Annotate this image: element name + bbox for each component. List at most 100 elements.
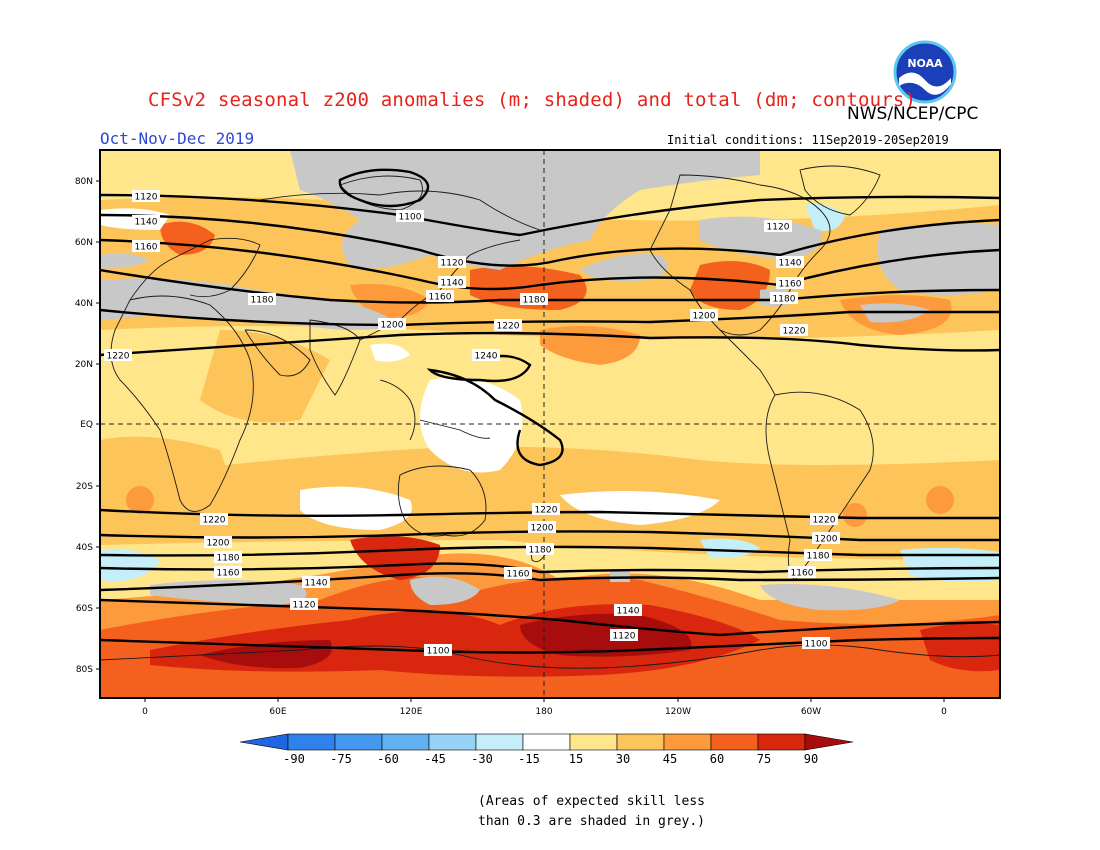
contour-label-text: 1120 <box>767 223 790 233</box>
agency-label: NWS/NCEP/CPC <box>847 104 979 124</box>
contour-label-text: 1220 <box>203 516 226 526</box>
contour-label-1240: 1240 <box>472 349 500 362</box>
contour-label-text: 1100 <box>427 647 450 657</box>
lon-label-60e: 60E <box>269 707 286 717</box>
contour-label-1220: 1220 <box>200 513 228 526</box>
contour-label-text: 1240 <box>475 352 498 362</box>
contour-label-text: 1160 <box>791 569 814 579</box>
lon-label-180: 180 <box>535 707 552 717</box>
lat-label-20s: 20S <box>76 482 93 492</box>
contour-label-1160: 1160 <box>504 567 532 580</box>
contour-label-1180: 1180 <box>804 549 832 562</box>
contour-label-1180: 1180 <box>248 293 276 306</box>
contour-1240 <box>426 354 564 467</box>
contour-label-1120: 1120 <box>438 256 466 269</box>
contour-label-text: 1100 <box>805 640 828 650</box>
contour-label-1180: 1180 <box>214 551 242 564</box>
contour-label-text: 1160 <box>217 569 240 579</box>
contour-1160-sh <box>100 562 1000 574</box>
contour-label-1140: 1140 <box>132 215 160 228</box>
contour-1120-nh <box>100 193 1000 237</box>
contour-label-text: 1200 <box>531 524 554 534</box>
contour-label-1160: 1160 <box>132 240 160 253</box>
contour-1220-sh <box>100 508 1000 520</box>
contour-label-text: 1140 <box>305 579 328 589</box>
season-label: Oct-Nov-Dec 2019 <box>100 129 255 148</box>
contour-labels: 1120 1100 1140 1160 1180 1200 1220 1120 … <box>104 190 840 657</box>
contour-label-1100: 1100 <box>424 644 452 657</box>
contour-1180-nh <box>100 268 1000 304</box>
contour-1120-sh <box>100 598 1000 637</box>
contour-1100-sh <box>100 636 1000 654</box>
lat-label-40n: 40N <box>75 299 93 309</box>
contour-label-text: 1140 <box>135 218 158 228</box>
lon-label-120w: 120W <box>665 707 691 717</box>
contour-label-text: 1220 <box>535 506 558 516</box>
contour-label-1120: 1120 <box>610 629 638 642</box>
contour-label-1220: 1220 <box>532 503 560 516</box>
contour-1160-nh <box>100 238 1000 291</box>
contour-label-text: 1120 <box>293 601 316 611</box>
contour-label-1180: 1180 <box>526 543 554 556</box>
contour-label-text: 1160 <box>135 243 158 253</box>
contour-label-1160: 1160 <box>214 566 242 579</box>
contour-label-1140: 1140 <box>614 604 642 617</box>
lon-label-120e: 120E <box>400 707 423 717</box>
contour-label-1120: 1120 <box>764 220 792 233</box>
contour-label-text: 1160 <box>779 280 802 290</box>
contour-label-text: 1200 <box>207 539 230 549</box>
contour-label-text: 1120 <box>613 632 636 642</box>
contour-label-text: 1180 <box>523 296 546 306</box>
contour-1200-sh <box>100 530 1000 542</box>
contour-label-1140: 1140 <box>776 256 804 269</box>
contour-label-text: 1180 <box>251 296 274 306</box>
map-title: CFSv2 seasonal z200 anomalies (m; shaded… <box>148 89 917 111</box>
contour-label-1200: 1200 <box>690 309 718 322</box>
contour-label-1200: 1200 <box>204 536 232 549</box>
skill-note-line2: than 0.3 are shaded in grey.) <box>478 814 705 829</box>
lon-label-60w: 60W <box>801 707 821 717</box>
skill-note-line1: (Areas of expected skill less <box>478 794 705 809</box>
lat-label-80n: 80N <box>75 177 93 187</box>
contour-label-text: 1120 <box>135 193 158 203</box>
contour-label-1160: 1160 <box>788 566 816 579</box>
contour-label-text: 1140 <box>441 279 464 289</box>
contour-label-text: 1140 <box>617 607 640 617</box>
contour-label-1220: 1220 <box>494 319 522 332</box>
contour-label-1100: 1100 <box>802 637 830 650</box>
contour-label-1160: 1160 <box>776 277 804 290</box>
contour-label-text: 1200 <box>381 321 404 331</box>
contour-label-text: 1180 <box>529 546 552 556</box>
contour-label-1160: 1160 <box>426 290 454 303</box>
height-contours <box>100 168 1000 654</box>
contour-label-1140: 1140 <box>438 276 466 289</box>
contour-label-text: 1200 <box>815 535 838 545</box>
contour-1200-nh <box>100 308 1000 327</box>
lat-label-20n: 20N <box>75 360 93 370</box>
contour-label-1120: 1120 <box>290 598 318 611</box>
contour-label-text: 1180 <box>807 552 830 562</box>
contour-label-text: 1140 <box>779 259 802 269</box>
contour-label-1200: 1200 <box>528 521 556 534</box>
contour-label-text: 1180 <box>217 554 240 564</box>
contour-label-text: 1220 <box>783 327 806 337</box>
contour-label-1100: 1100 <box>396 210 424 223</box>
contour-label-1180: 1180 <box>520 293 548 306</box>
contour-label-text: 1220 <box>107 352 130 362</box>
contour-label-1200: 1200 <box>378 318 406 331</box>
skill-note: (Areas of expected skill less than 0.3 a… <box>478 792 738 832</box>
longitude-labels: 0 60E 120E 180 120W 60W 0 <box>142 707 947 717</box>
contour-label-text: 1220 <box>497 322 520 332</box>
contour-label-1120: 1120 <box>132 190 160 203</box>
lat-label-eq: EQ <box>80 420 93 430</box>
contour-1140-nh <box>100 213 1000 267</box>
contour-1140-sh <box>100 572 1000 592</box>
lat-label-40s: 40S <box>76 543 93 553</box>
contour-label-1220: 1220 <box>810 513 838 526</box>
lat-label-60s: 60S <box>76 604 93 614</box>
axis-ticks <box>96 180 945 702</box>
contour-label-1200: 1200 <box>812 532 840 545</box>
contour-label-text: 1160 <box>429 293 452 303</box>
contour-label-1140: 1140 <box>302 576 330 589</box>
